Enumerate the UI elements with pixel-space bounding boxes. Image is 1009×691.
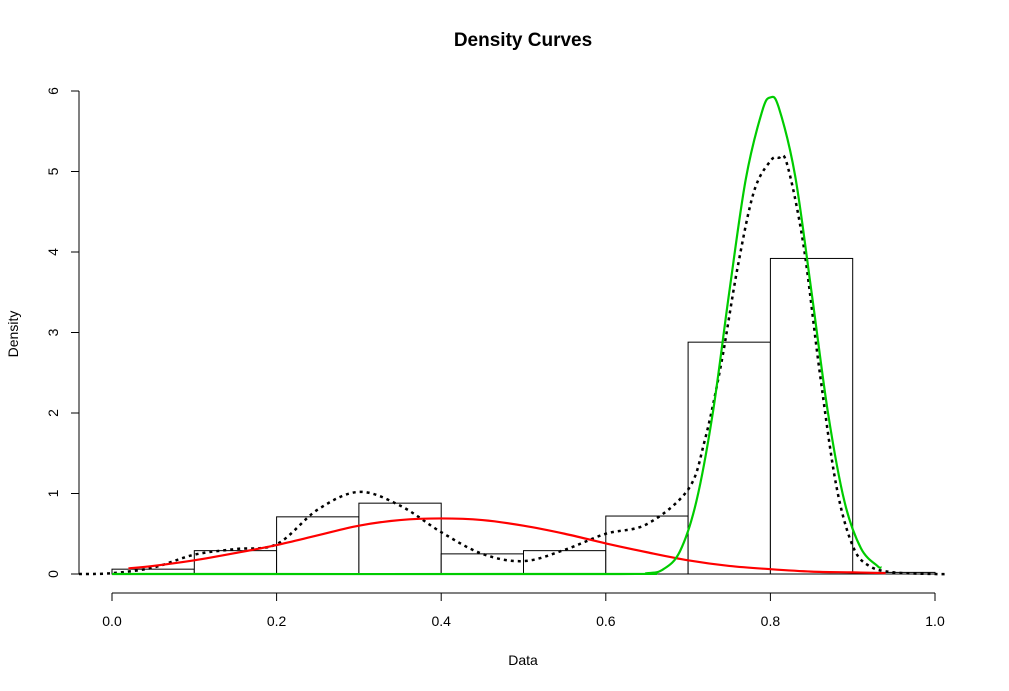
histogram-bars: [111, 257, 936, 575]
histogram-bar: [769, 257, 854, 575]
density-curve-dotted: [78, 154, 948, 576]
y-tick-label: 3: [45, 328, 61, 336]
y-axis-label: Density: [5, 311, 21, 358]
x-tick-label: 1.0: [925, 613, 945, 629]
y-tick-label: 5: [45, 167, 61, 175]
histogram-bar: [440, 553, 525, 575]
histogram-bar: [523, 550, 607, 575]
x-tick-label: 0.2: [267, 613, 287, 629]
chart-title: Density Curves: [454, 30, 592, 51]
x-axis: 0.0 0.2 0.4 0.6 0.8 1.0: [102, 592, 945, 629]
x-tick-label: 0.6: [596, 613, 616, 629]
x-axis-label: Data: [508, 652, 538, 668]
histogram-bar: [276, 516, 360, 575]
y-tick-label: 6: [45, 87, 61, 95]
x-tick-label: 0.4: [431, 613, 451, 629]
x-tick-label: 0.0: [102, 613, 122, 629]
y-tick-label: 2: [45, 409, 61, 417]
density-curve-green: [111, 95, 882, 576]
y-axis: 0 1 2 3 4 5 6: [45, 87, 80, 578]
histogram-bar: [358, 502, 442, 575]
histogram-bar: [687, 341, 771, 575]
density-curve-red: [128, 517, 886, 575]
x-tick-label: 0.8: [761, 613, 781, 629]
y-tick-label: 1: [45, 489, 61, 497]
density-curves: [78, 95, 948, 576]
y-tick-label: 4: [45, 248, 61, 256]
y-tick-label: 0: [45, 570, 61, 578]
